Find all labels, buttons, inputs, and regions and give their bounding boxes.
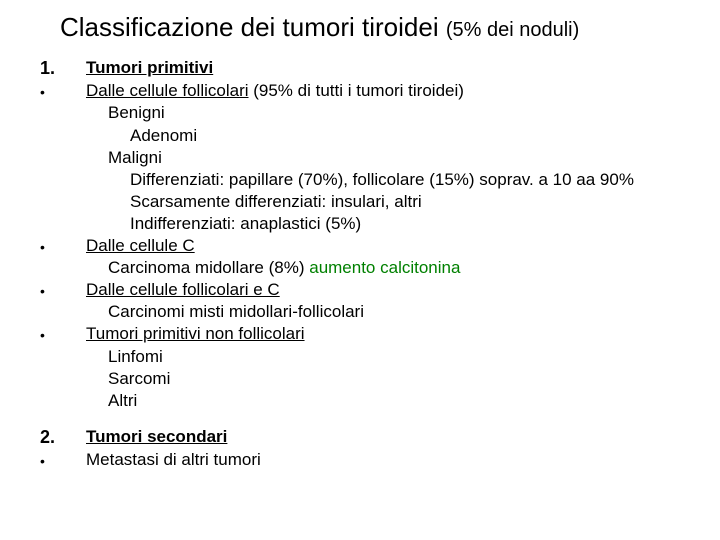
list-item: • Metastasi di altri tumori <box>40 449 700 471</box>
sub-item: Scarsamente differenziati: insulari, alt… <box>86 191 700 213</box>
sub-item: Carcinomi misti midollari-follicolari <box>86 301 700 323</box>
sub-accent: aumento calcitonina <box>309 258 460 277</box>
list-item: • Dalle cellule C <box>40 235 700 257</box>
section-number: 2. <box>40 426 86 449</box>
sub-item: Linfomi <box>86 346 700 368</box>
list-item: • Tumori primitivi non follicolari <box>40 323 700 345</box>
sub-text: Carcinoma midollare (8%) <box>108 258 309 277</box>
sub-item: Indifferenziati: anaplastici (5%) <box>86 213 700 235</box>
section-heading: 1. Tumori primitivi <box>40 57 700 80</box>
slide-content: 1. Tumori primitivi • Dalle cellule foll… <box>40 57 700 471</box>
bullet-icon: • <box>40 235 86 256</box>
sub-item: Altri <box>86 390 700 412</box>
slide-title: Classificazione dei tumori tiroidei (5% … <box>60 12 700 43</box>
item-lead: Dalle cellule C <box>86 236 195 255</box>
item-text: Dalle cellule C <box>86 235 700 257</box>
title-note: (5% dei noduli) <box>446 19 579 41</box>
sub-item: Maligni <box>86 147 700 169</box>
item-text: Dalle cellule follicolari e C <box>86 279 700 301</box>
item-lead: Dalle cellule follicolari <box>86 81 249 100</box>
title-main: Classificazione dei tumori tiroidei <box>60 12 439 42</box>
bullet-icon: • <box>40 80 86 101</box>
section-title: Tumori primitivi <box>86 57 700 79</box>
bullet-icon: • <box>40 449 86 470</box>
section-heading: 2. Tumori secondari <box>40 426 700 449</box>
sub-item: Carcinoma midollare (8%) aumento calcito… <box>86 257 700 279</box>
item-text: Metastasi di altri tumori <box>86 449 700 471</box>
item-lead: Dalle cellule follicolari e C <box>86 280 280 299</box>
list-item: • Dalle cellule follicolari (95% di tutt… <box>40 80 700 102</box>
item-rest: (95% di tutti i tumori tiroidei) <box>249 81 464 100</box>
sub-item: Adenomi <box>86 125 700 147</box>
bullet-icon: • <box>40 279 86 300</box>
list-item: • Dalle cellule follicolari e C <box>40 279 700 301</box>
sub-item: Differenziati: papillare (70%), follicol… <box>86 169 700 191</box>
item-text: Dalle cellule follicolari (95% di tutti … <box>86 80 700 102</box>
item-text: Tumori primitivi non follicolari <box>86 323 700 345</box>
item-lead: Tumori primitivi non follicolari <box>86 324 305 343</box>
sub-item: Benigni <box>86 102 700 124</box>
sub-item: Sarcomi <box>86 368 700 390</box>
section-title: Tumori secondari <box>86 426 700 448</box>
bullet-icon: • <box>40 323 86 344</box>
section-number: 1. <box>40 57 86 80</box>
